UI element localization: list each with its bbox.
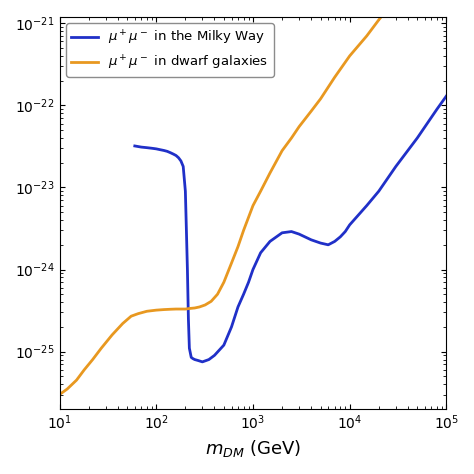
$\mu^+\mu^-$ in the Milky Way — [167, 150, 173, 155]
$\mu^+\mu^-$ in the Milky Way — [309, 237, 314, 243]
$\mu^+\mu^-$ in the Milky Way — [235, 304, 241, 310]
$\mu^+\mu^-$ in the Milky Way — [221, 342, 227, 348]
$\mu^+\mu^-$ in the Milky Way — [185, 316, 191, 322]
$\mu^+\mu^-$ in dwarf galaxies — [209, 299, 214, 304]
$\mu^+\mu^-$ in the Milky Way — [183, 228, 189, 233]
$\mu^+\mu^-$ in the Milky Way — [258, 250, 264, 255]
$\mu^+\mu^-$ in the Milky Way — [393, 164, 399, 169]
$\mu^+\mu^-$ in the Milky Way — [195, 357, 201, 363]
$\mu^+\mu^-$ in the Milky Way — [332, 238, 337, 244]
$\mu^+\mu^-$ in dwarf galaxies — [120, 320, 126, 326]
$\mu^+\mu^-$ in the Milky Way — [188, 355, 194, 360]
$\mu^+\mu^-$ in the Milky Way — [267, 238, 273, 244]
$\mu^+\mu^-$ in dwarf galaxies — [109, 332, 115, 337]
$\mu^+\mu^-$ in dwarf galaxies — [221, 279, 227, 285]
$\mu^+\mu^-$ in dwarf galaxies — [376, 17, 382, 23]
$\mu^+\mu^-$ in dwarf galaxies — [279, 148, 285, 154]
$\mu^+\mu^-$ in the Milky Way — [250, 267, 256, 273]
$\mu^+\mu^-$ in the Milky Way — [181, 164, 186, 169]
$\mu^+\mu^-$ in dwarf galaxies — [187, 306, 192, 311]
$\mu^+\mu^-$ in dwarf galaxies — [235, 244, 241, 249]
$\mu^+\mu^-$ in dwarf galaxies — [144, 309, 150, 314]
$\mu^+\mu^-$ in the Milky Way — [364, 203, 370, 209]
$\mu^+\mu^-$ in dwarf galaxies — [347, 53, 353, 59]
$\mu^+\mu^-$ in the Milky Way — [164, 148, 170, 154]
$\mu^+\mu^-$ in dwarf galaxies — [197, 304, 202, 310]
$\mu^+\mu^-$ in the Milky Way — [132, 143, 137, 149]
$\mu^+\mu^-$ in the Milky Way — [347, 222, 353, 228]
$\mu^+\mu^-$ in the Milky Way — [178, 158, 184, 164]
$\mu^+\mu^-$ in dwarf galaxies — [364, 33, 370, 39]
Line: $\mu^+\mu^-$ in the Milky Way: $\mu^+\mu^-$ in the Milky Way — [135, 96, 447, 362]
$\mu^+\mu^-$ in the Milky Way — [138, 144, 144, 150]
$\mu^+\mu^-$ in dwarf galaxies — [215, 292, 220, 297]
$\mu^+\mu^-$ in dwarf galaxies — [241, 228, 246, 233]
Legend: $\mu^+\mu^-$ in the Milky Way, $\mu^+\mu^-$ in dwarf galaxies: $\mu^+\mu^-$ in the Milky Way, $\mu^+\mu… — [66, 23, 273, 77]
$\mu^+\mu^-$ in dwarf galaxies — [173, 306, 179, 312]
$\mu^+\mu^-$ in dwarf galaxies — [258, 188, 264, 194]
$\mu^+\mu^-$ in dwarf galaxies — [135, 311, 141, 317]
$\mu^+\mu^-$ in the Milky Way — [241, 292, 246, 297]
$\mu^+\mu^-$ in the Milky Way — [184, 267, 190, 273]
Line: $\mu^+\mu^-$ in dwarf galaxies: $\mu^+\mu^-$ in dwarf galaxies — [60, 0, 447, 394]
$\mu^+\mu^-$ in dwarf galaxies — [289, 135, 294, 141]
$\mu^+\mu^-$ in dwarf galaxies — [57, 392, 63, 397]
$\mu^+\mu^-$ in dwarf galaxies — [332, 74, 337, 80]
$\mu^+\mu^-$ in the Milky Way — [149, 146, 155, 151]
$\mu^+\mu^-$ in dwarf galaxies — [82, 367, 87, 373]
$\mu^+\mu^-$ in the Milky Way — [434, 106, 440, 112]
$\mu^+\mu^-$ in dwarf galaxies — [228, 260, 234, 266]
$\mu^+\mu^-$ in the Milky Way — [325, 242, 331, 247]
$\mu^+\mu^-$ in dwarf galaxies — [90, 357, 95, 363]
$\mu^+\mu^-$ in the Milky Way — [171, 151, 176, 157]
X-axis label: $m_{DM}$ (GeV): $m_{DM}$ (GeV) — [205, 438, 301, 459]
$\mu^+\mu^-$ in the Milky Way — [289, 229, 294, 235]
$\mu^+\mu^-$ in dwarf galaxies — [192, 305, 198, 311]
$\mu^+\mu^-$ in the Milky Way — [154, 146, 159, 152]
$\mu^+\mu^-$ in the Milky Way — [190, 356, 196, 362]
$\mu^+\mu^-$ in the Milky Way — [246, 279, 251, 285]
$\mu^+\mu^-$ in the Milky Way — [376, 188, 382, 194]
$\mu^+\mu^-$ in the Milky Way — [337, 234, 343, 240]
$\mu^+\mu^-$ in dwarf galaxies — [318, 96, 323, 102]
$\mu^+\mu^-$ in dwarf galaxies — [182, 306, 188, 312]
$\mu^+\mu^-$ in the Milky Way — [176, 155, 182, 161]
$\mu^+\mu^-$ in dwarf galaxies — [154, 307, 159, 313]
$\mu^+\mu^-$ in dwarf galaxies — [267, 170, 273, 176]
$\mu^+\mu^-$ in dwarf galaxies — [128, 313, 134, 319]
$\mu^+\mu^-$ in the Milky Way — [414, 135, 420, 141]
$\mu^+\mu^-$ in dwarf galaxies — [99, 346, 104, 351]
$\mu^+\mu^-$ in the Milky Way — [279, 230, 285, 236]
$\mu^+\mu^-$ in the Milky Way — [144, 145, 150, 151]
$\mu^+\mu^-$ in the Milky Way — [444, 93, 449, 99]
$\mu^+\mu^-$ in the Milky Way — [296, 231, 302, 237]
$\mu^+\mu^-$ in dwarf galaxies — [309, 108, 314, 114]
$\mu^+\mu^-$ in the Milky Way — [182, 188, 188, 194]
$\mu^+\mu^-$ in the Milky Way — [161, 147, 167, 153]
$\mu^+\mu^-$ in dwarf galaxies — [250, 203, 256, 209]
$\mu^+\mu^-$ in the Milky Way — [192, 357, 198, 363]
$\mu^+\mu^-$ in dwarf galaxies — [393, 0, 399, 1]
$\mu^+\mu^-$ in the Milky Way — [211, 353, 217, 358]
$\mu^+\mu^-$ in the Milky Way — [200, 359, 205, 365]
$\mu^+\mu^-$ in dwarf galaxies — [167, 306, 173, 312]
$\mu^+\mu^-$ in the Milky Way — [228, 324, 234, 330]
$\mu^+\mu^-$ in the Milky Way — [173, 153, 179, 158]
$\mu^+\mu^-$ in dwarf galaxies — [74, 377, 80, 383]
$\mu^+\mu^-$ in the Milky Way — [187, 346, 192, 351]
$\mu^+\mu^-$ in dwarf galaxies — [161, 307, 167, 312]
$\mu^+\mu^-$ in the Milky Way — [157, 147, 163, 153]
$\mu^+\mu^-$ in dwarf galaxies — [178, 306, 184, 312]
$\mu^+\mu^-$ in the Milky Way — [318, 240, 323, 246]
$\mu^+\mu^-$ in the Milky Way — [206, 357, 212, 363]
$\mu^+\mu^-$ in the Milky Way — [342, 229, 348, 235]
$\mu^+\mu^-$ in dwarf galaxies — [202, 302, 208, 308]
$\mu^+\mu^-$ in dwarf galaxies — [64, 386, 70, 392]
$\mu^+\mu^-$ in dwarf galaxies — [296, 124, 302, 129]
